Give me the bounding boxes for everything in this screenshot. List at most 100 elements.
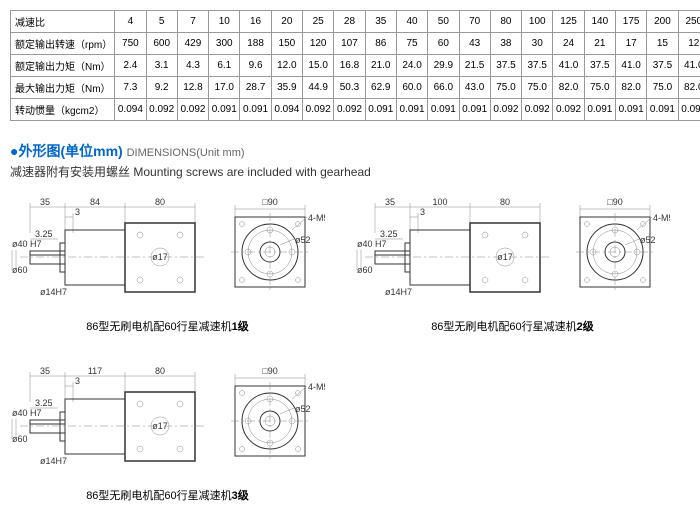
cell: 37.5: [490, 55, 521, 77]
cell: 7: [177, 11, 208, 33]
cell: 107: [334, 33, 365, 55]
cell: 0.092: [334, 99, 365, 121]
svg-text:80: 80: [500, 197, 510, 207]
front-view: □90 4-M5T10 ø52: [220, 364, 325, 479]
drawing-group: 35 100 80 3 ø17 ø40 H7 ø60 ø14H7 3.25 □9…: [355, 195, 670, 334]
cell: 9.2: [146, 77, 177, 99]
cell: 100: [522, 11, 553, 33]
cell: 66.0: [428, 77, 459, 99]
cell: 0.092: [146, 99, 177, 121]
cell: 12: [678, 33, 700, 55]
cell: 0.094: [115, 99, 146, 121]
svg-text:3: 3: [75, 376, 80, 386]
cell: 0.091: [615, 99, 646, 121]
cell: 40: [396, 11, 427, 33]
cell: 25: [303, 11, 334, 33]
cell: 37.5: [647, 55, 678, 77]
cell: 0.092: [303, 99, 334, 121]
cell: 24.0: [396, 55, 427, 77]
svg-text:ø52: ø52: [295, 404, 311, 414]
cell: 0.092: [177, 99, 208, 121]
cell: 43.0: [459, 77, 490, 99]
svg-text:84: 84: [90, 197, 100, 207]
drawing-group: 35 84 80 3 ø17 ø40 H7 ø60 ø14H7 3.25 □90: [10, 195, 325, 334]
svg-text:4-M5T10: 4-M5T10: [308, 382, 325, 392]
side-view: 35 100 80 3 ø17 ø40 H7 ø60 ø14H7 3.25: [355, 195, 550, 310]
cell: 4: [115, 11, 146, 33]
drawing-group: 35 117 80 3 ø17 ø40 H7 ø60 ø14H7 3.25 □9…: [10, 364, 325, 503]
cell: 20: [271, 11, 302, 33]
cell: 125: [553, 11, 584, 33]
cell: 62.9: [365, 77, 396, 99]
side-view: 35 117 80 3 ø17 ø40 H7 ø60 ø14H7 3.25: [10, 364, 205, 479]
cell: 28.7: [240, 77, 271, 99]
cell: 17: [615, 33, 646, 55]
cell: 44.9: [303, 77, 334, 99]
cell: 200: [647, 11, 678, 33]
svg-text:ø60: ø60: [12, 265, 28, 275]
cell: 17.0: [209, 77, 240, 99]
cell: 3.1: [146, 55, 177, 77]
cell: 21: [584, 33, 615, 55]
cell: 4.3: [177, 55, 208, 77]
svg-text:35: 35: [40, 366, 50, 376]
drawing-label: 86型无刷电机配60行星减速机2级: [431, 318, 594, 334]
cell: 75.0: [647, 77, 678, 99]
svg-text:4-M5T10: 4-M5T10: [308, 213, 325, 223]
cell: 7.3: [115, 77, 146, 99]
svg-text:35: 35: [385, 197, 395, 207]
svg-text:ø52: ø52: [295, 235, 311, 245]
svg-text:□90: □90: [607, 197, 622, 207]
svg-text:100: 100: [432, 197, 447, 207]
cell: 75: [396, 33, 427, 55]
cell: 35: [365, 11, 396, 33]
cell: 750: [115, 33, 146, 55]
cell: 28: [334, 11, 365, 33]
cell: 30: [522, 33, 553, 55]
cell: 16.8: [334, 55, 365, 77]
cell: 0.091: [209, 99, 240, 121]
svg-text:□90: □90: [262, 366, 277, 376]
cell: 35.9: [271, 77, 302, 99]
svg-text:3: 3: [75, 207, 80, 217]
svg-text:3.25: 3.25: [35, 229, 53, 239]
cell: 86: [365, 33, 396, 55]
cell: 429: [177, 33, 208, 55]
cell: 37.5: [584, 55, 615, 77]
cell: 16: [240, 11, 271, 33]
cell: 250: [678, 11, 700, 33]
svg-text:117: 117: [88, 366, 102, 376]
drawing-label: 86型无刷电机配60行星减速机1级: [86, 318, 249, 334]
front-view: □90 4-M5T10 ø52: [565, 195, 670, 310]
cell: 15.0: [303, 55, 334, 77]
cell: 24: [553, 33, 584, 55]
cell: 70: [459, 11, 490, 33]
row-header: 额定输出转速（rpm）: [11, 33, 115, 55]
svg-text:ø14H7: ø14H7: [40, 287, 67, 297]
cell: 0.091: [365, 99, 396, 121]
cell: 10: [209, 11, 240, 33]
cell: 82.0: [615, 77, 646, 99]
cell: 75.0: [490, 77, 521, 99]
svg-text:ø40 H7: ø40 H7: [357, 239, 387, 249]
cell: 60: [428, 33, 459, 55]
cell: 37.5: [522, 55, 553, 77]
cell: 29.9: [428, 55, 459, 77]
svg-text:ø14H7: ø14H7: [385, 287, 412, 297]
cell: 5: [146, 11, 177, 33]
cell: 150: [271, 33, 302, 55]
cell: 175: [615, 11, 646, 33]
cell: 0.092: [490, 99, 521, 121]
row-header: 额定输出力矩（Nm）: [11, 55, 115, 77]
front-view: □90 4-M5T10 ø52: [220, 195, 325, 310]
cell: 12.8: [177, 77, 208, 99]
svg-text:ø60: ø60: [12, 434, 28, 444]
subtitle-en: Mounting screws are included with gearhe…: [133, 165, 370, 179]
svg-text:3: 3: [420, 207, 425, 217]
section-title-zh: 外形图(单位mm): [18, 143, 122, 159]
cell: 41.0: [678, 55, 700, 77]
row-header: 转动惯量（kgcm2）: [11, 99, 115, 121]
cell: 21.5: [459, 55, 490, 77]
cell: 50: [428, 11, 459, 33]
cell: 12.0: [271, 55, 302, 77]
